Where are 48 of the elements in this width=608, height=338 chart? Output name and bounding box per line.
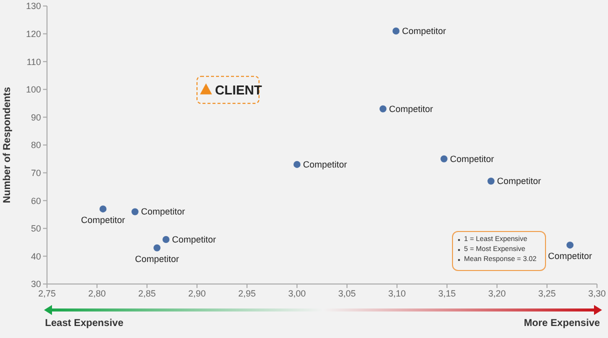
text: Competitor [134, 254, 180, 264]
y-tick-label: 130 [26, 1, 41, 12]
x-tick-label: 3,25 [538, 288, 556, 298]
x-tick-label: 2,95 [238, 288, 256, 298]
x-tick-label: 3,05 [338, 288, 356, 298]
x-tick-label: 2,90 [188, 288, 206, 298]
x-tick-label: 3,10 [388, 288, 406, 298]
y-tick-label: 100 [26, 84, 41, 95]
y-tick-label: 70 [30, 168, 41, 178]
x-tick-label: 2,80 [88, 288, 106, 298]
point [200, 83, 212, 94]
point [100, 205, 106, 212]
point [162, 236, 170, 244]
point [154, 244, 160, 252]
x-tick-label: 2,85 [138, 288, 156, 298]
y-tick-label: 80 [30, 140, 41, 150]
x-tick-label: 3,20 [488, 288, 506, 298]
y-tick-label: 90 [30, 112, 41, 122]
x-tick-label: 2,75 [38, 288, 56, 298]
text: Least Expensive [45, 318, 124, 329]
y-tick-label: 50 [30, 224, 41, 234]
point [132, 208, 138, 216]
point [440, 155, 448, 162]
series-label: Competitor [141, 206, 186, 217]
point [566, 242, 574, 249]
y-axis-title: Number of Respondents [2, 86, 13, 204]
text: More Expensive [524, 318, 600, 329]
x-tick-label: 3,30 [588, 288, 606, 298]
text: Competitor [80, 214, 126, 225]
text: Competitor [450, 154, 494, 164]
point [380, 105, 386, 112]
y-tick-label: 110 [26, 56, 41, 67]
point [488, 178, 494, 185]
text: Competitor [172, 234, 216, 245]
point [392, 28, 400, 35]
y-tick-label: 60 [30, 196, 41, 206]
text: Competitor [303, 159, 348, 170]
y-tick-label: 40 [30, 251, 41, 262]
x-tick-label: 3,00 [288, 288, 306, 298]
text: Competitor [548, 251, 592, 262]
text: Competitor [402, 26, 446, 36]
y-tick-label: 30 [30, 279, 41, 290]
point [294, 160, 300, 168]
text: Competitor [497, 176, 542, 186]
y-tick-label: 120 [26, 28, 41, 39]
series-label: CLIENT [215, 82, 262, 98]
text: Competitor [389, 104, 434, 114]
x-tick-label: 3,15 [438, 288, 456, 298]
